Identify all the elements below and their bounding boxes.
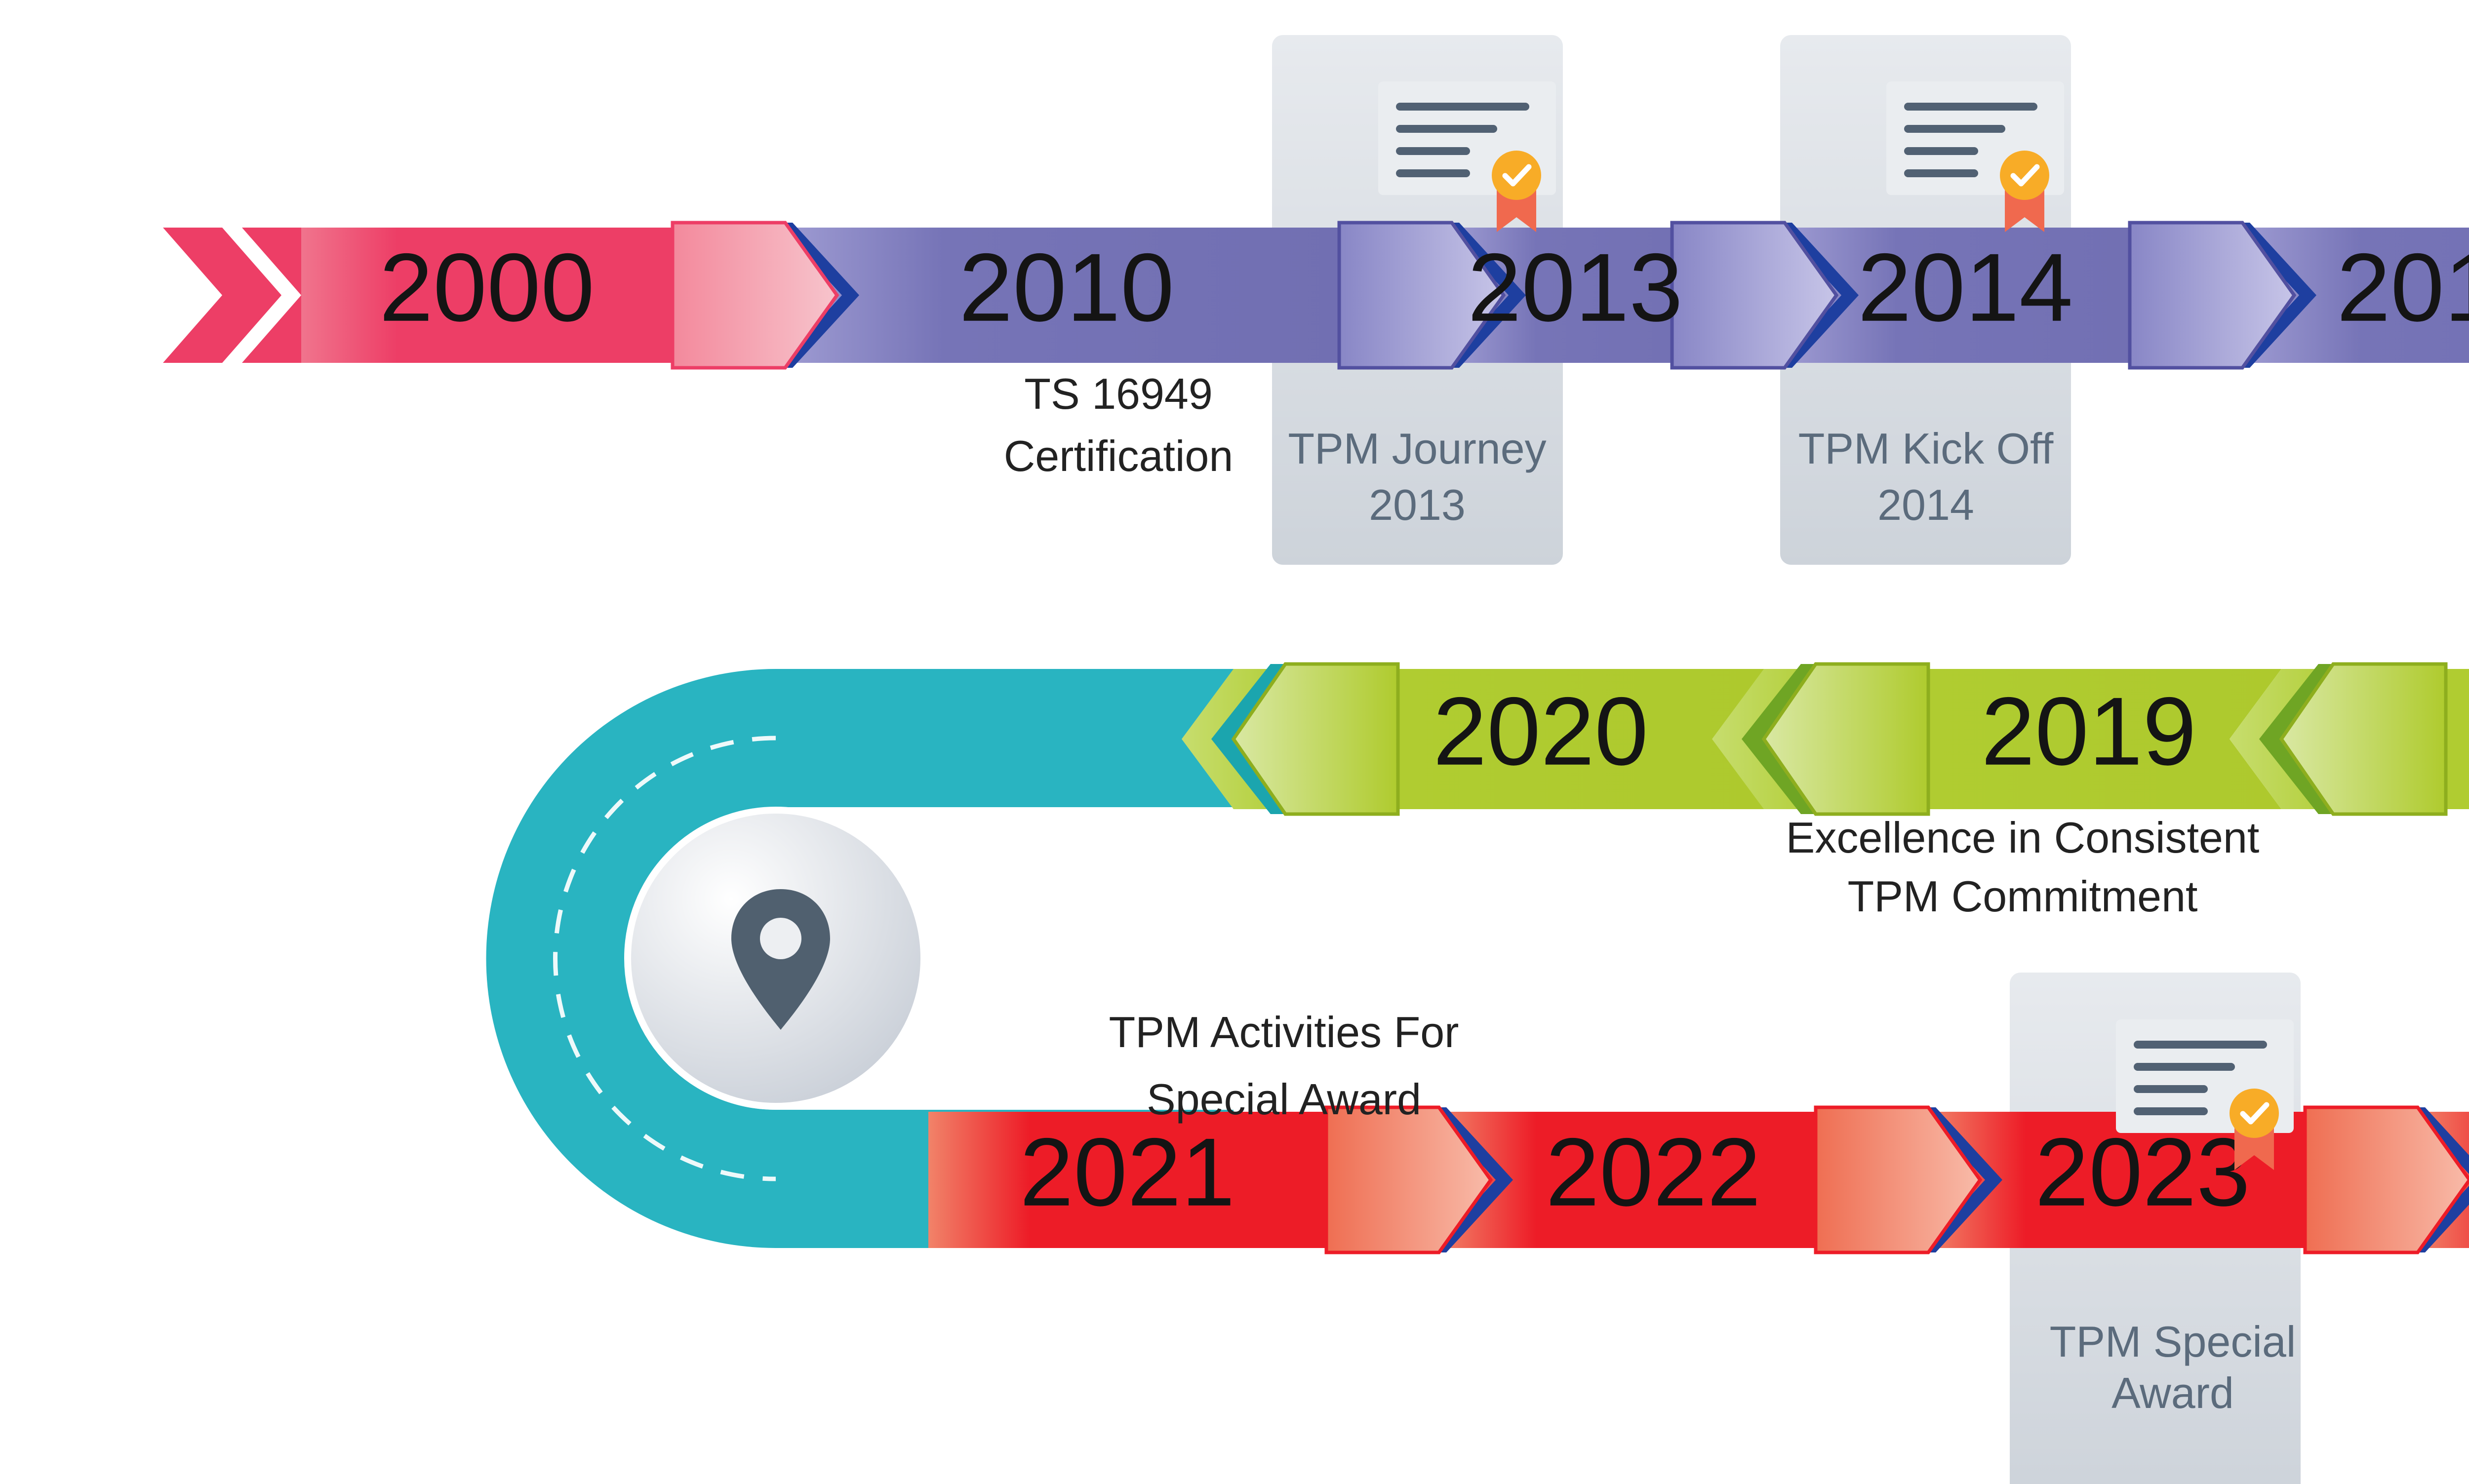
- svg-text:2013: 2013: [1468, 234, 1683, 342]
- svg-text:2022: 2022: [1546, 1118, 1761, 1226]
- svg-text:2010: 2010: [959, 234, 1174, 342]
- svg-text:2014: 2014: [1858, 234, 2073, 342]
- svg-text:Special Award: Special Award: [1147, 1075, 1421, 1124]
- svg-text:2021: 2021: [1020, 1118, 1235, 1226]
- svg-text:Certification: Certification: [1004, 431, 1234, 480]
- svg-text:2019: 2019: [1981, 677, 2196, 785]
- svg-text:TPM Commitment: TPM Commitment: [1848, 872, 2198, 921]
- svg-text:TPM Kick Off: TPM Kick Off: [1798, 424, 2054, 473]
- svg-text:2023: 2023: [2035, 1118, 2250, 1226]
- svg-text:2013: 2013: [1369, 480, 1466, 529]
- svg-text:2000: 2000: [379, 234, 595, 342]
- svg-text:TPM Journey: TPM Journey: [1288, 424, 1546, 473]
- svg-text:TPM Special: TPM Special: [2050, 1317, 2296, 1366]
- svg-text:Excellence in Consistent: Excellence in Consistent: [1786, 813, 2260, 862]
- svg-text:Award: Award: [2111, 1368, 2234, 1417]
- svg-text:2020: 2020: [1433, 677, 1648, 785]
- svg-text:TPM Activities For: TPM Activities For: [1109, 1008, 1459, 1056]
- svg-text:TS 16949: TS 16949: [1024, 369, 1213, 418]
- svg-text:2014: 2014: [1877, 480, 1974, 529]
- svg-text:2015: 2015: [2337, 234, 2469, 342]
